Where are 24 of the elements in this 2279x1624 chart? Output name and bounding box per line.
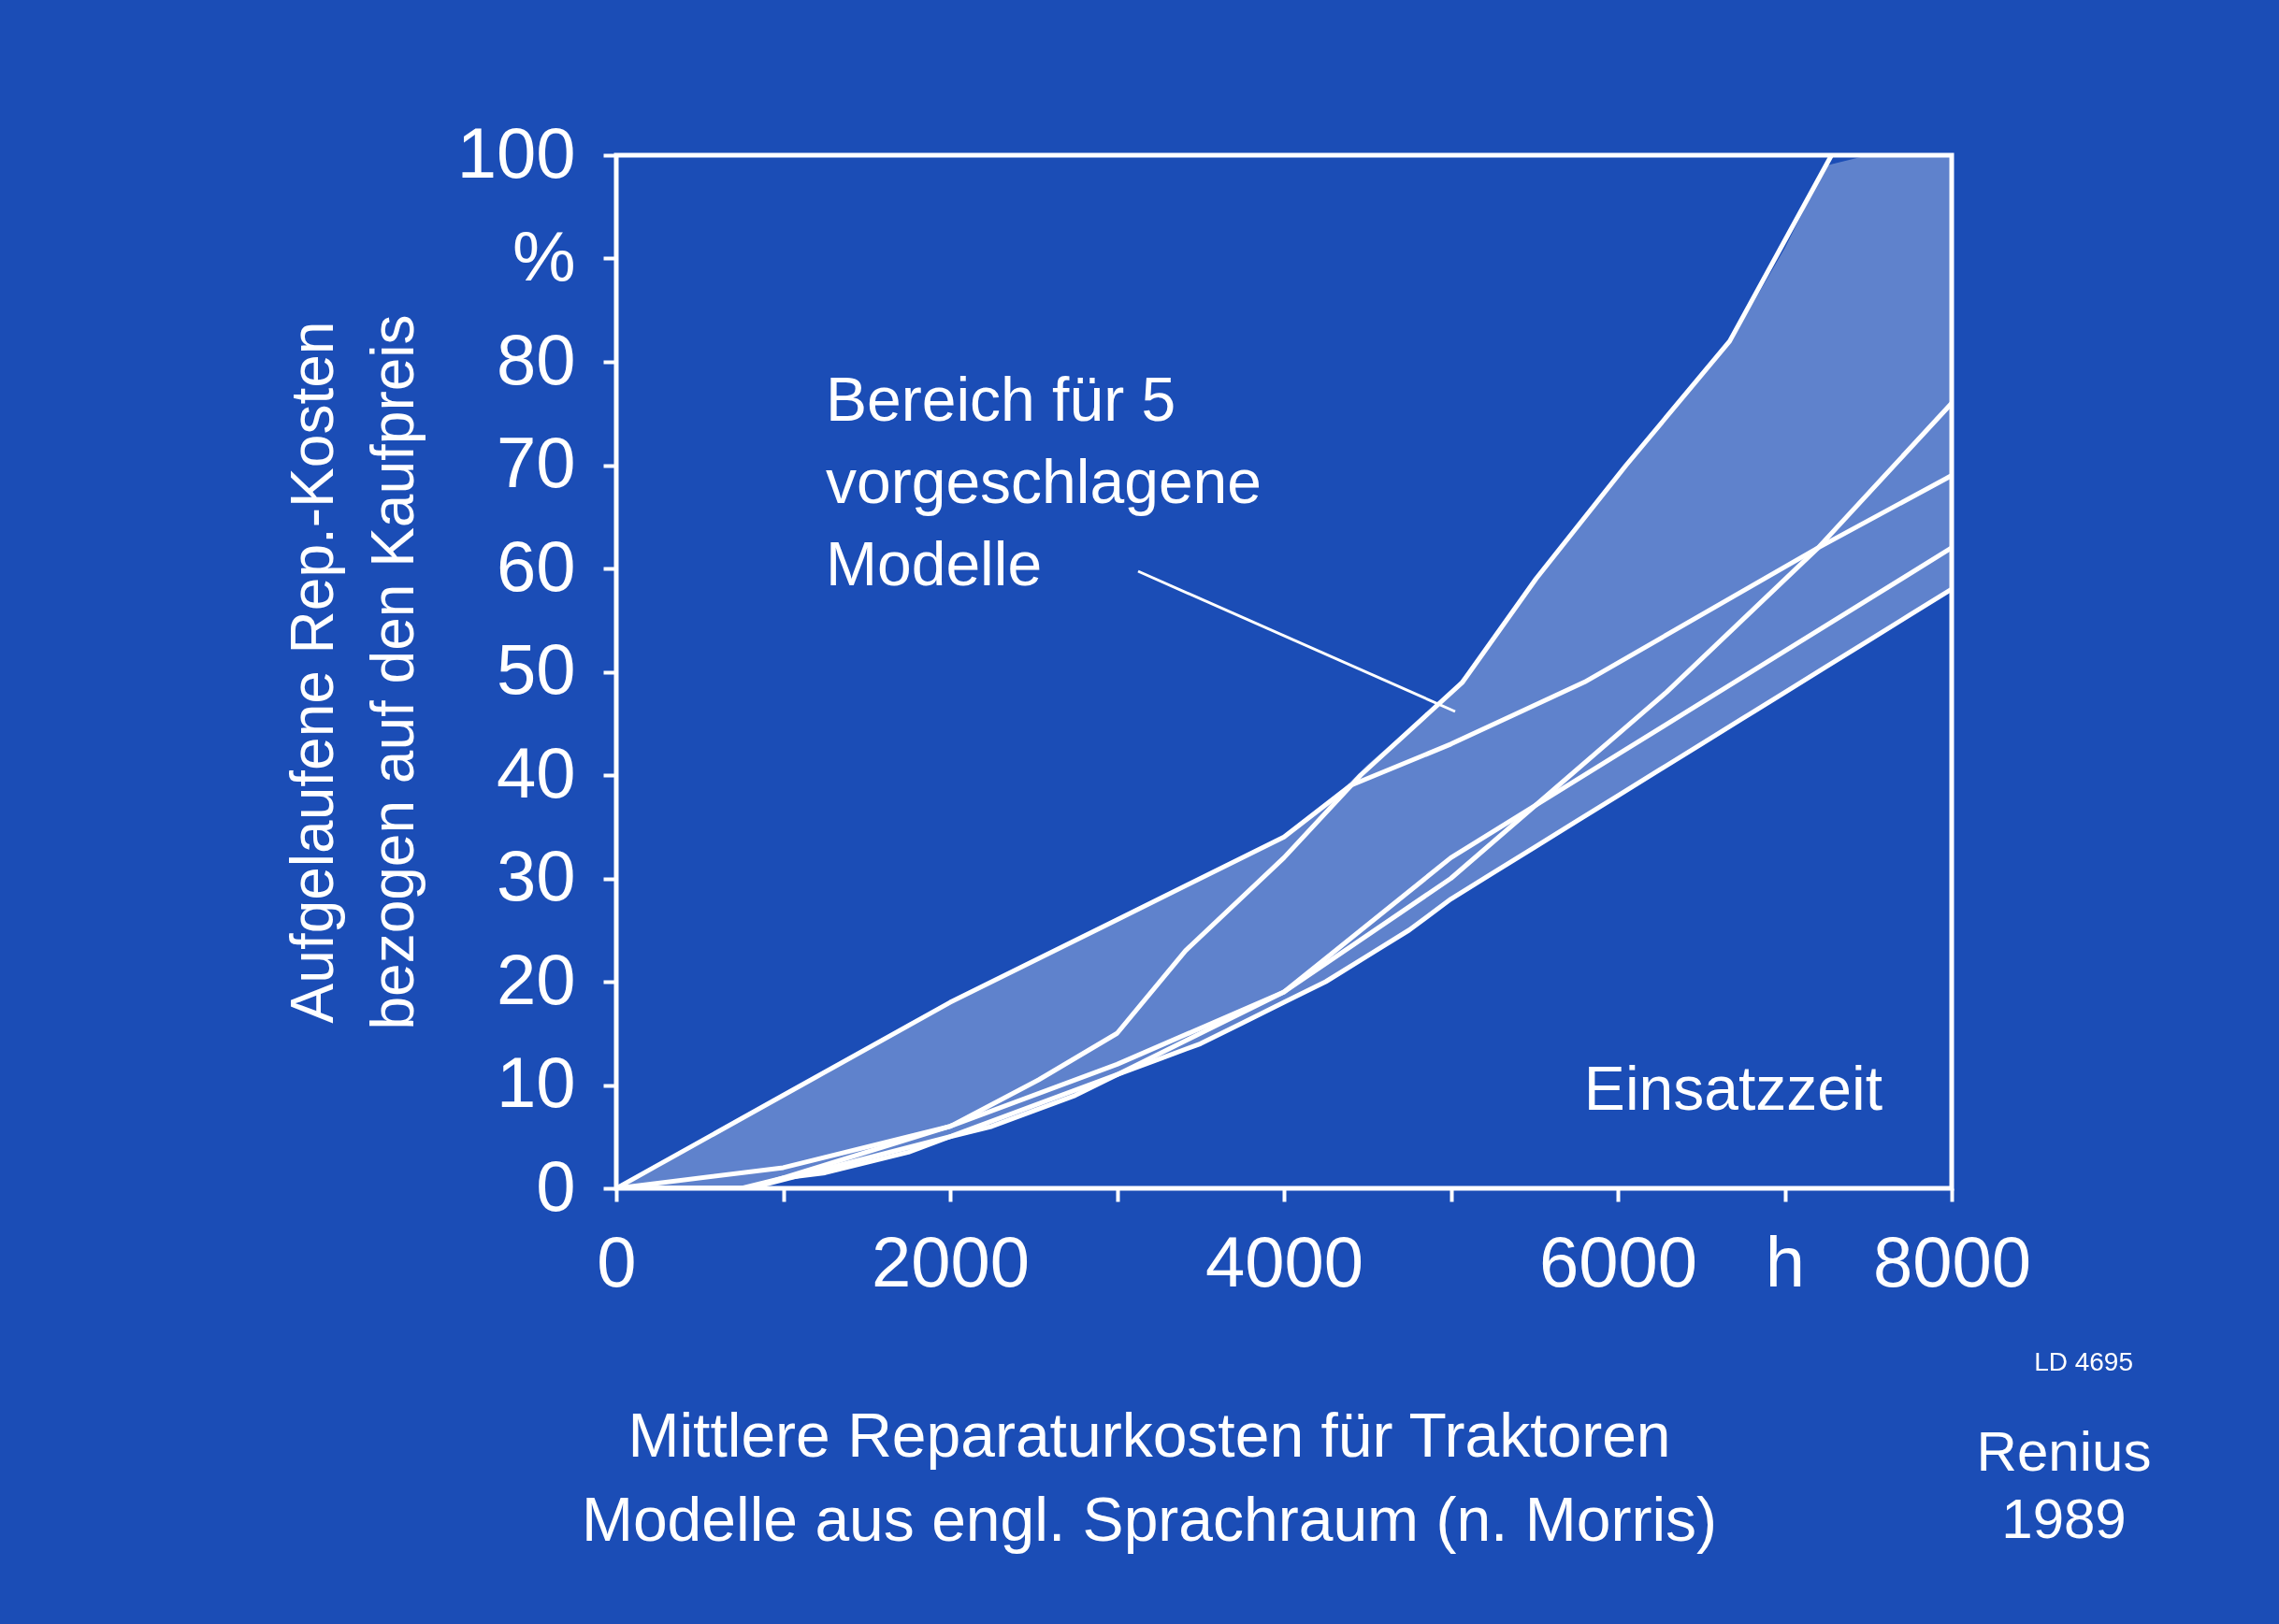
y-tick-label: 20: [496, 939, 576, 1019]
y-tick-label: 40: [496, 732, 576, 812]
y-tick-label: 50: [496, 629, 576, 709]
x-tick-label: 0: [597, 1221, 637, 1301]
y-tick-label: 80: [496, 319, 576, 399]
x-tick-label: 4000: [1204, 1221, 1364, 1301]
text: LD 4695: [2034, 1347, 2133, 1376]
annotation: Bereich für 5 vorgeschlagene Modelle: [826, 365, 1262, 598]
y-tick-label: 70: [496, 423, 576, 502]
x-tick-label: 8000: [1872, 1221, 2032, 1301]
x-tick-label: 2000: [871, 1221, 1031, 1301]
text: Modelle aus engl. Sprachraum (n. Morris): [581, 1485, 1718, 1554]
y-tick-label: 30: [496, 836, 576, 915]
y-tick-label: 100: [456, 112, 576, 193]
x-axis-title: Einsatzzeit: [1583, 1054, 1882, 1123]
x-tick-label: h: [1765, 1221, 1806, 1301]
x-tick-label: 6000: [1538, 1221, 1698, 1301]
y-tick-label: 10: [496, 1042, 576, 1122]
text: Mittlere Reparaturkosten für Traktoren: [627, 1401, 1671, 1470]
y-tick-label: 0: [536, 1145, 576, 1226]
y-axis-title: Aufgelaufene Rep.-Kosten bezogen auf den Kaufpreis: [278, 314, 426, 1030]
y-tick-label: %: [512, 216, 576, 295]
text: Renius 1989: [1976, 1420, 2152, 1550]
y-tick-label: 60: [496, 525, 576, 606]
